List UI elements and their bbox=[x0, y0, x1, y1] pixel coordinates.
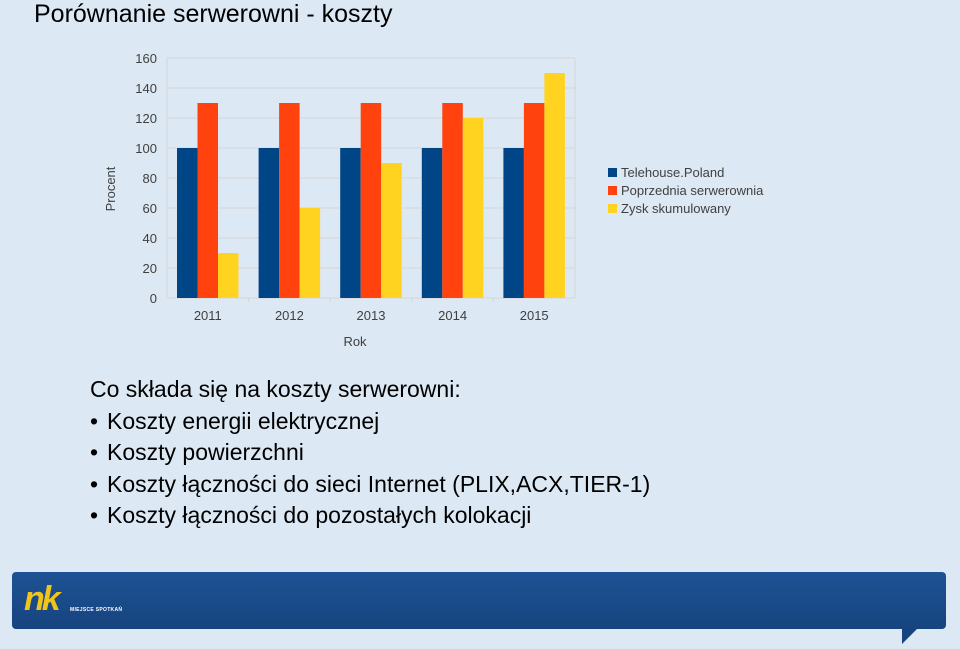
y-tick-label: 160 bbox=[135, 51, 157, 66]
y-tick-label: 140 bbox=[135, 81, 157, 96]
x-tick-label: 2015 bbox=[520, 308, 549, 323]
footer-bar bbox=[12, 572, 946, 629]
bar bbox=[197, 103, 218, 298]
bar bbox=[299, 208, 321, 298]
y-tick-label: 120 bbox=[135, 111, 157, 126]
bullet-icon: • bbox=[90, 502, 99, 528]
bar bbox=[279, 103, 300, 298]
y-axis-label: Procent bbox=[103, 166, 118, 211]
cost-factors-list: • Koszty energii elektrycznej • Koszty pow… bbox=[90, 406, 650, 532]
list-item-label: Koszty łączności do pozostałych kolokacj… bbox=[107, 502, 532, 528]
legend-swatch bbox=[608, 186, 617, 195]
bar bbox=[462, 118, 484, 298]
x-tick-label: 2014 bbox=[438, 308, 467, 323]
bar bbox=[381, 163, 402, 298]
bar bbox=[218, 253, 239, 298]
logo-tagline: MIEJSCE SPOTKAŃ bbox=[70, 607, 123, 613]
x-tick-label: 2013 bbox=[357, 308, 386, 323]
cost-factors: Co składa się na koszty serwerowni: • Kos… bbox=[90, 374, 650, 532]
bar bbox=[544, 73, 565, 298]
legend-swatch bbox=[608, 204, 617, 213]
legend-label: Poprzednia serwerownia bbox=[621, 183, 764, 198]
chart-bars bbox=[177, 73, 565, 298]
legend-label: Telehouse.Poland bbox=[621, 165, 724, 180]
list-item: • Koszty powierzchni bbox=[90, 437, 650, 469]
y-tick-label: 60 bbox=[143, 201, 157, 216]
x-axis-label: Rok bbox=[343, 334, 367, 349]
bar bbox=[503, 148, 524, 298]
slide-title: Porównanie serwerowni - koszty bbox=[34, 0, 393, 28]
y-tick-label: 40 bbox=[143, 231, 157, 246]
bullet-icon: • bbox=[90, 470, 99, 497]
x-tick-label: 2012 bbox=[275, 308, 304, 323]
legend-label: Zysk skumulowany bbox=[621, 201, 731, 216]
bar bbox=[442, 103, 463, 298]
footer-notch bbox=[902, 628, 918, 644]
list-item-label: Koszty powierzchni bbox=[107, 439, 304, 465]
list-item-label: Koszty energii elektrycznej bbox=[107, 407, 380, 434]
y-tick-label: 0 bbox=[150, 291, 157, 306]
chart-legend: Telehouse.Poland Poprzednia serwerownia Zy… bbox=[608, 165, 764, 216]
y-tick-labels: 0 20 40 60 80 100 120 140 160 bbox=[135, 51, 157, 306]
list-item-label: Koszty łączności do sieci Internet (PLIX… bbox=[107, 470, 651, 497]
list-item: • Koszty łączności do sieci Internet (PLI… bbox=[90, 469, 650, 501]
y-tick-label: 80 bbox=[143, 171, 157, 186]
list-item: • Koszty łączności do pozostałych kolokac… bbox=[90, 500, 650, 532]
bar bbox=[258, 148, 280, 298]
legend-swatch bbox=[608, 168, 617, 177]
bar bbox=[177, 148, 198, 298]
y-tick-label: 20 bbox=[143, 261, 157, 276]
y-tick-label: 100 bbox=[135, 141, 157, 156]
bullet-icon: • bbox=[90, 407, 99, 434]
bar bbox=[360, 103, 382, 298]
bar bbox=[340, 148, 361, 298]
list-item: • Koszty energii elektrycznej bbox=[90, 406, 650, 438]
bar bbox=[421, 148, 443, 298]
bar bbox=[523, 103, 545, 298]
x-tick-labels: 2011 2012 2013 2014 2015 bbox=[194, 308, 549, 323]
nk-logo: nk bbox=[24, 580, 61, 618]
bullet-icon: • bbox=[90, 439, 99, 465]
cost-factors-intro: Co składa się na koszty serwerowni: bbox=[90, 376, 461, 402]
x-tick-label: 2011 bbox=[194, 308, 222, 323]
